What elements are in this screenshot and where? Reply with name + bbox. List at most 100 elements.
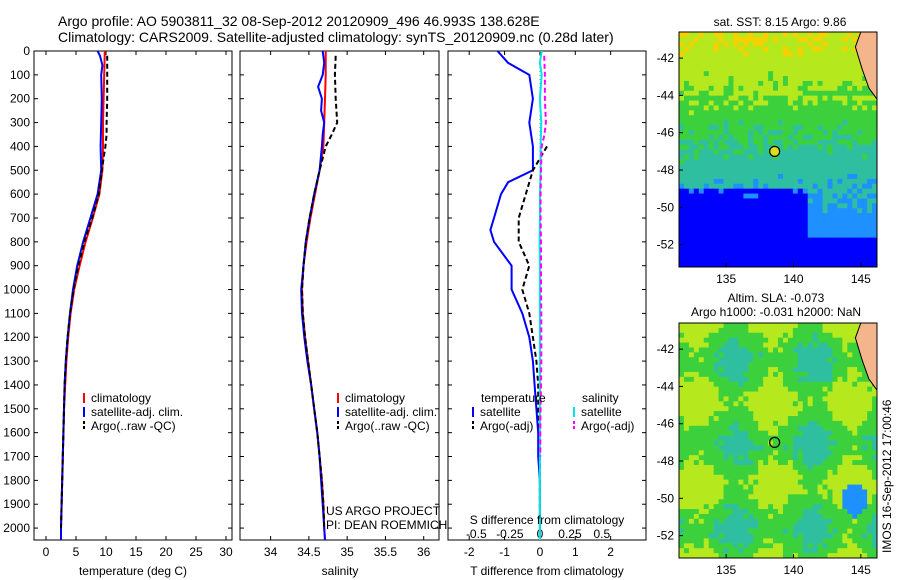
map-cell [872, 159, 877, 165]
map-cell [713, 149, 720, 155]
map-cell [787, 513, 794, 520]
map-cell [768, 227, 774, 234]
map-cell [733, 232, 739, 239]
map-cell [683, 95, 690, 102]
map-cell [792, 169, 799, 175]
map-cell [837, 252, 843, 258]
map-cell [688, 553, 695, 558]
map-cell [698, 100, 705, 107]
map-cell [778, 183, 784, 190]
map-cell [679, 80, 685, 87]
map-cell [753, 440, 759, 446]
map-cell [792, 198, 799, 204]
map-cell [748, 367, 754, 373]
map-cell [763, 262, 769, 267]
map-cell [847, 327, 853, 334]
map-cell [698, 494, 705, 500]
map-cell [688, 474, 695, 481]
map-cell [817, 139, 824, 146]
map-cell [763, 76, 769, 82]
map-cell [703, 159, 710, 165]
map-cell [847, 533, 853, 540]
map-cell [832, 198, 838, 204]
map-cell [778, 386, 784, 393]
map-cell [842, 455, 848, 461]
map-cell [812, 450, 819, 456]
map-cell [817, 553, 824, 558]
map-cell [718, 41, 725, 48]
map-cell [862, 80, 868, 87]
map-cell [733, 528, 739, 535]
map-cell [713, 464, 720, 471]
map-cell [782, 445, 789, 451]
map-cell [738, 386, 744, 393]
map-cell [718, 464, 725, 471]
map-cell [857, 420, 863, 427]
map-cell [867, 411, 873, 417]
map-cell [792, 134, 799, 141]
map-cell [832, 460, 838, 466]
map-cell [718, 198, 725, 204]
map-cell [738, 435, 744, 442]
map-cell [782, 464, 789, 471]
map-cell [763, 357, 769, 363]
map-cell [792, 450, 799, 456]
map-cell [787, 518, 794, 525]
map-cell [683, 183, 690, 190]
map-cell [693, 139, 700, 146]
map-cell [857, 71, 863, 77]
map-cell [852, 401, 858, 407]
map-cell [782, 518, 789, 525]
map-cell [753, 391, 759, 398]
map-cell [797, 332, 804, 339]
map-cell [812, 489, 819, 495]
map-cell [802, 90, 809, 97]
map-cell [827, 548, 834, 554]
map-cell [748, 76, 754, 82]
map-cell [748, 232, 754, 239]
map-cell [708, 342, 715, 349]
map-cell [802, 56, 809, 62]
map-cell [817, 173, 824, 180]
map-y-tick-label: -42 [657, 342, 675, 356]
map-y-tick-label: -50 [657, 491, 675, 505]
map-cell [812, 134, 819, 141]
map-cell [753, 183, 759, 190]
map-cell [862, 169, 868, 175]
map-cell [822, 222, 829, 229]
map-cell [693, 213, 700, 219]
map-cell [718, 169, 725, 175]
map-cell [797, 337, 804, 344]
map-cell [822, 193, 829, 200]
map-cell [733, 376, 739, 383]
map-cell [842, 504, 848, 510]
map-cell [738, 430, 744, 437]
map-cell [748, 509, 754, 515]
map-cell [708, 61, 715, 67]
map-cell [782, 460, 789, 466]
argo-float-marker [769, 436, 781, 448]
map-cell [832, 538, 838, 544]
map-cell [797, 134, 804, 141]
map-cell [862, 183, 868, 190]
map-cell [817, 425, 824, 432]
map-cell [768, 262, 774, 267]
map-cell [872, 440, 877, 446]
map-cell [768, 381, 774, 388]
map-cell [738, 36, 744, 43]
map-cell [743, 159, 749, 165]
map-cell [802, 332, 809, 339]
map-cell [842, 90, 848, 97]
map-cell [842, 543, 848, 549]
map-cell [787, 51, 794, 58]
map-cell [857, 213, 863, 219]
map-cell [862, 523, 868, 530]
map-cell [837, 193, 843, 200]
map-cell [723, 474, 730, 481]
map-cell [723, 435, 730, 442]
map-cell [718, 523, 725, 530]
map-cell [837, 528, 843, 535]
map-cell [733, 95, 739, 102]
map-cell [842, 85, 848, 92]
map-cell [807, 183, 814, 190]
